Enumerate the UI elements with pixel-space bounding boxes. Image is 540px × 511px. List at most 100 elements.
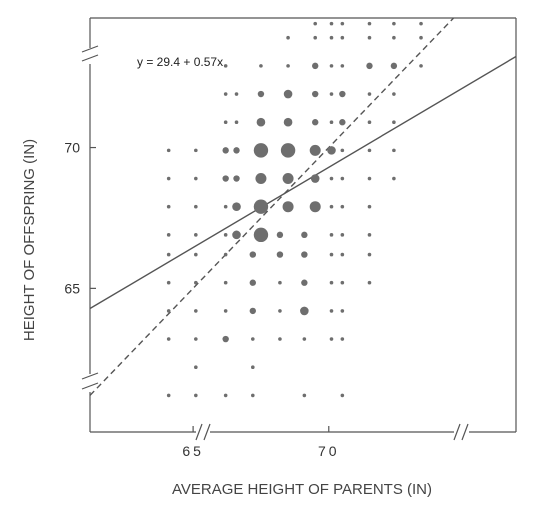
data-point-63: [194, 176, 198, 181]
data-point-98: [329, 92, 334, 96]
data-point-31: [340, 280, 345, 285]
data-point-109: [390, 62, 398, 70]
regression-line-solid: [89, 55, 517, 310]
data-point-100: [367, 92, 372, 96]
data-point-4: [302, 393, 307, 398]
data-point-42: [166, 233, 171, 237]
data-point-22: [329, 309, 334, 313]
data-point-3: [251, 393, 255, 398]
data-point-23: [340, 309, 345, 313]
data-point-112: [313, 35, 318, 40]
data-point-19: [249, 307, 257, 315]
data-point-48: [301, 231, 308, 239]
data-point-27: [249, 279, 257, 286]
data-point-92: [392, 120, 396, 125]
data-point-65: [233, 175, 240, 182]
data-point-40: [340, 252, 345, 257]
data-point-102: [223, 64, 228, 68]
data-point-103: [259, 64, 263, 68]
data-point-108: [366, 62, 373, 70]
data-point-91: [367, 120, 372, 125]
data-point-82: [367, 148, 372, 153]
data-point-69: [329, 176, 334, 181]
data-point-122: [392, 21, 396, 26]
data-point-32: [367, 280, 372, 285]
data-point-11: [251, 337, 255, 341]
data-point-0: [166, 393, 171, 398]
data-point-123: [419, 21, 423, 26]
data-point-96: [283, 89, 293, 99]
x-tick-label-65: 65: [182, 443, 204, 459]
data-point-89: [329, 120, 334, 125]
data-point-43: [194, 233, 198, 237]
tick-marks: 65 70 65 70: [64, 140, 340, 459]
data-point-60: [340, 204, 345, 209]
data-point-106: [329, 64, 334, 68]
data-point-95: [257, 90, 265, 98]
data-point-78: [280, 143, 296, 158]
data-point-73: [166, 148, 171, 153]
data-point-53: [194, 204, 198, 209]
x-break-mark-right-1: [453, 423, 461, 441]
data-point-12: [278, 337, 282, 341]
data-point-76: [233, 147, 240, 154]
data-point-45: [232, 230, 241, 240]
data-point-99: [339, 90, 346, 98]
data-point-93: [223, 92, 228, 96]
data-point-68: [310, 174, 320, 183]
data-point-113: [329, 35, 334, 40]
data-point-55: [232, 202, 241, 211]
data-point-62: [166, 176, 171, 181]
data-point-47: [276, 231, 284, 239]
data-point-41: [367, 252, 372, 257]
data-point-10: [222, 335, 229, 343]
data-point-13: [302, 337, 307, 341]
data-point-75: [222, 147, 229, 154]
data-point-79: [309, 144, 321, 156]
data-point-71: [367, 176, 372, 181]
data-point-114: [340, 35, 345, 40]
regression-equation: y = 29.4 + 0.57x: [137, 55, 223, 69]
data-point-107: [340, 64, 345, 68]
data-point-34: [194, 252, 198, 257]
data-point-119: [329, 21, 334, 26]
data-point-6: [194, 365, 198, 370]
x-tick-label-70: 70: [318, 443, 340, 459]
data-point-50: [340, 233, 345, 237]
data-point-2: [223, 393, 228, 398]
data-point-84: [223, 120, 228, 125]
data-point-21: [300, 306, 309, 316]
data-point-86: [256, 117, 266, 127]
data-point-97: [312, 90, 319, 98]
y-break-mark-upper-1: [81, 45, 99, 53]
y-break-mark-lower-1: [81, 372, 99, 380]
plot-frame: [81, 17, 517, 441]
data-point-29: [301, 279, 308, 286]
data-point-74: [194, 148, 198, 153]
data-point-90: [339, 119, 346, 126]
data-point-85: [234, 120, 239, 125]
data-point-25: [194, 280, 198, 285]
data-point-20: [278, 309, 282, 313]
data-point-46: [253, 227, 269, 243]
data-point-105: [312, 62, 319, 70]
x-axis-label: AVERAGE HEIGHT OF PARENTS (IN): [172, 481, 432, 498]
data-point-59: [329, 204, 334, 209]
data-point-101: [392, 92, 396, 96]
data-point-33: [166, 252, 171, 257]
data-point-14: [329, 337, 334, 341]
data-point-8: [166, 337, 171, 341]
data-point-80: [327, 146, 336, 155]
data-point-121: [367, 21, 372, 26]
data-point-49: [329, 233, 334, 237]
data-point-5: [340, 393, 345, 398]
data-point-83: [392, 148, 396, 153]
y-axis-label: HEIGHT OF OFFSPRING (IN): [21, 139, 38, 341]
data-point-70: [340, 176, 345, 181]
x-break-mark-right-2: [461, 423, 469, 441]
data-point-67: [282, 173, 294, 185]
data-point-88: [312, 119, 319, 126]
y-break-mark-lower-2: [81, 382, 99, 390]
data-point-17: [194, 309, 198, 313]
